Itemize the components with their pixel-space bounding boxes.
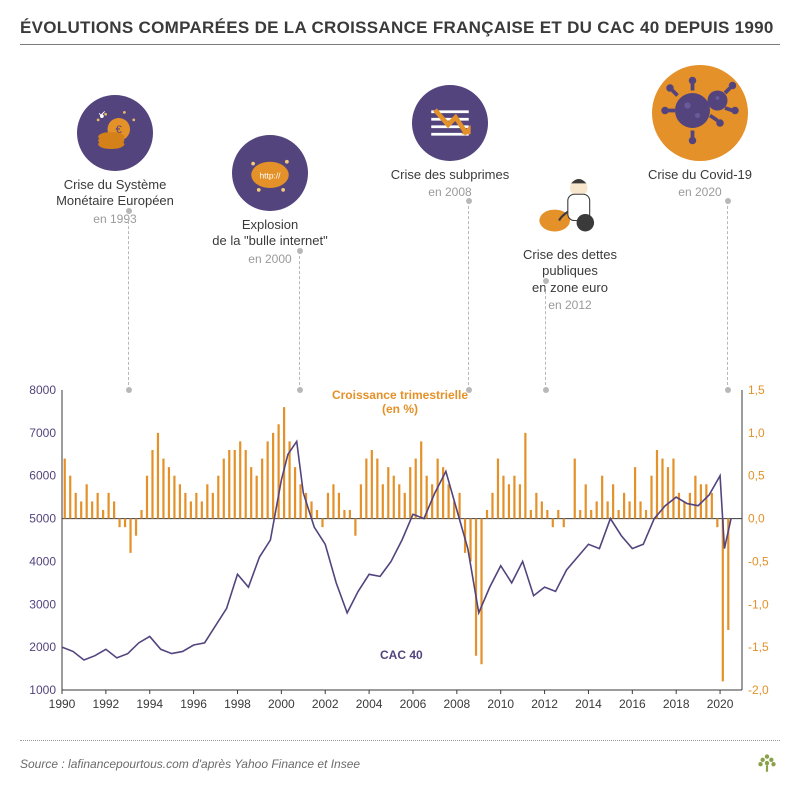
- svg-text:8000: 8000: [29, 383, 56, 397]
- growth-legend: Croissance trimestrielle(en %): [320, 388, 480, 416]
- event-icon: [532, 165, 608, 241]
- svg-text:2006: 2006: [400, 697, 427, 711]
- svg-text:1992: 1992: [93, 697, 120, 711]
- event-label: Crise du Covid-19: [625, 167, 775, 183]
- event-connector: [468, 201, 469, 390]
- event-year: en 2020: [625, 185, 775, 199]
- event-connector: [545, 281, 546, 390]
- svg-text:1990: 1990: [49, 697, 76, 711]
- event-year: en 2012: [495, 298, 645, 312]
- event-3: Crise des dettes publiquesen zone euro en…: [495, 165, 645, 312]
- svg-text:3000: 3000: [29, 597, 56, 611]
- event-year: en 2000: [195, 252, 345, 266]
- svg-text:-0,5: -0,5: [748, 554, 769, 568]
- event-label: Crise du SystèmeMonétaire Européen: [40, 177, 190, 210]
- svg-text:1000: 1000: [29, 683, 56, 697]
- svg-text:2000: 2000: [268, 697, 295, 711]
- svg-text:0,5: 0,5: [748, 469, 765, 483]
- svg-text:1,5: 1,5: [748, 383, 765, 397]
- chart: 1990 1992 1994 1996 1998 2000 2002 2004 2006 2008…: [20, 380, 780, 720]
- svg-text:2014: 2014: [575, 697, 602, 711]
- title-divider: [20, 44, 780, 45]
- event-0: € Crise du SystèmeMonétaire Européen en 19…: [40, 95, 190, 226]
- svg-text:2000: 2000: [29, 640, 56, 654]
- logo-tree-icon: [754, 749, 780, 778]
- svg-text:2016: 2016: [619, 697, 646, 711]
- source-row: Source : lafinancepourtous.com d'après Y…: [20, 740, 780, 778]
- svg-text:2020: 2020: [707, 697, 734, 711]
- event-icon: €: [77, 95, 153, 171]
- chart-svg: 1990 1992 1994 1996 1998 2000 2002 2004 2006 2008…: [20, 380, 780, 720]
- event-year: en 1993: [40, 212, 190, 226]
- page-title: ÉVOLUTIONS COMPARÉES DE LA CROISSANCE FR…: [0, 0, 800, 44]
- svg-text:2008: 2008: [443, 697, 470, 711]
- svg-text:2018: 2018: [663, 697, 690, 711]
- svg-text:-1,0: -1,0: [748, 597, 769, 611]
- svg-text:-2,0: -2,0: [748, 683, 769, 697]
- event-1: http:// Explosionde la "bulle internet" en…: [195, 135, 345, 266]
- svg-text:2004: 2004: [356, 697, 383, 711]
- svg-text:2010: 2010: [487, 697, 514, 711]
- event-connector: [299, 251, 300, 390]
- svg-text:5000: 5000: [29, 512, 56, 526]
- svg-text:1,0: 1,0: [748, 426, 765, 440]
- svg-text:-1,5: -1,5: [748, 640, 769, 654]
- svg-text:1998: 1998: [224, 697, 251, 711]
- source-text: Source : lafinancepourtous.com d'après Y…: [20, 757, 360, 771]
- event-connector: [727, 201, 728, 390]
- svg-text:4000: 4000: [29, 554, 56, 568]
- svg-text:7000: 7000: [29, 426, 56, 440]
- svg-text:http://: http://: [259, 171, 281, 181]
- cac-legend: CAC 40: [380, 648, 423, 662]
- svg-text:1996: 1996: [180, 697, 207, 711]
- svg-text:€: €: [116, 124, 123, 136]
- event-icon: [652, 65, 748, 161]
- events-row: € Crise du SystèmeMonétaire Européen en 19…: [0, 55, 800, 355]
- svg-text:2002: 2002: [312, 697, 339, 711]
- svg-text:6000: 6000: [29, 469, 56, 483]
- event-4: Crise du Covid-19 en 2020: [625, 65, 775, 199]
- svg-text:1994: 1994: [136, 697, 163, 711]
- event-connector: [128, 211, 129, 390]
- event-icon: http://: [232, 135, 308, 211]
- event-label: Explosionde la "bulle internet": [195, 217, 345, 250]
- event-icon: [412, 85, 488, 161]
- event-label: Crise des dettes publiquesen zone euro: [495, 247, 645, 296]
- svg-text:2012: 2012: [531, 697, 558, 711]
- svg-text:0,0: 0,0: [748, 512, 765, 526]
